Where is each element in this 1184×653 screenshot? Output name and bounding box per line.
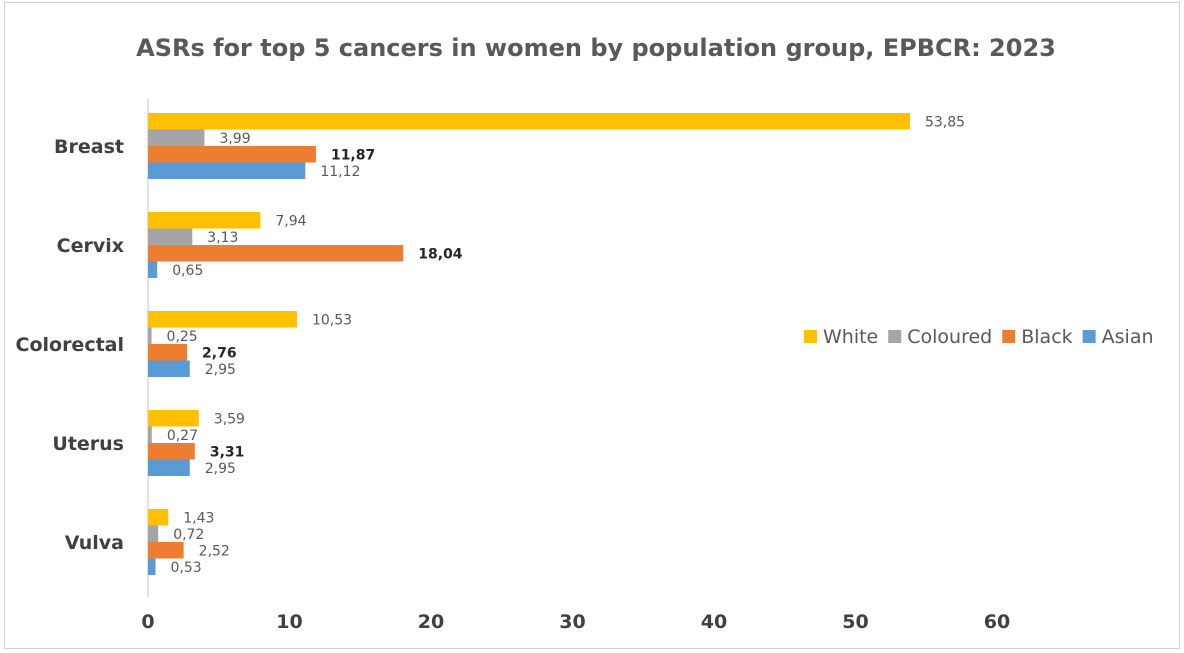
bar-cervix-white — [148, 212, 261, 229]
category-label-cervix: Cervix — [57, 235, 124, 257]
data-label-vulva-asian: 0,53 — [170, 560, 201, 576]
x-tick-label-40: 40 — [701, 611, 727, 633]
bar-cervix-coloured — [148, 228, 193, 245]
data-label-colorectal-coloured: 0,25 — [167, 329, 198, 345]
bar-vulva-asian — [148, 558, 156, 575]
data-label-breast-asian: 11,12 — [320, 164, 360, 180]
bar-colorectal-asian — [148, 360, 190, 377]
bar-uterus-coloured — [148, 426, 152, 443]
data-label-vulva-black: 2,52 — [199, 543, 230, 559]
x-tick-label-50: 50 — [842, 611, 868, 633]
category-label-vulva: Vulva — [65, 532, 124, 554]
legend-label-white: White — [823, 326, 878, 348]
data-label-cervix-black: 18,04 — [418, 246, 463, 262]
bar-colorectal-black — [148, 344, 188, 361]
data-label-breast-black: 11,87 — [331, 147, 375, 163]
data-label-cervix-coloured: 3,13 — [207, 230, 238, 246]
legend-label-black: Black — [1021, 326, 1072, 348]
category-label-colorectal: Colorectal — [16, 334, 125, 356]
bar-breast-white — [148, 113, 910, 130]
x-tick-label-30: 30 — [559, 611, 585, 633]
data-label-breast-coloured: 3,99 — [219, 131, 250, 147]
bar-cervix-black — [148, 245, 404, 262]
legend-swatch-coloured — [888, 330, 902, 343]
legend-swatch-black — [1002, 330, 1016, 343]
legend-swatch-white — [804, 330, 817, 343]
data-label-colorectal-white: 10,53 — [312, 312, 352, 328]
bar-breast-asian — [148, 162, 306, 179]
data-label-uterus-asian: 2,95 — [205, 461, 236, 477]
bar-uterus-asian — [148, 459, 190, 476]
data-label-colorectal-asian: 2,95 — [205, 362, 236, 378]
x-tick-label-60: 60 — [984, 611, 1010, 633]
data-label-uterus-black: 3,31 — [210, 444, 245, 460]
bar-cervix-asian — [148, 261, 158, 278]
category-label-uterus: Uterus — [52, 433, 124, 455]
data-label-cervix-asian: 0,65 — [172, 263, 203, 279]
bar-uterus-white — [148, 410, 199, 427]
data-label-breast-white: 53,85 — [925, 114, 965, 130]
bar-vulva-coloured — [148, 525, 159, 542]
x-tick-label-20: 20 — [418, 611, 444, 633]
category-label-breast: Breast — [54, 136, 124, 158]
data-label-uterus-coloured: 0,27 — [167, 428, 198, 444]
data-label-uterus-white: 3,59 — [214, 411, 245, 427]
x-tick-label-10: 10 — [276, 611, 302, 633]
bar-vulva-white — [148, 509, 169, 526]
data-label-vulva-white: 1,43 — [183, 510, 214, 526]
bar-breast-black — [148, 146, 316, 163]
bar-colorectal-white — [148, 311, 297, 328]
data-label-cervix-white: 7,94 — [275, 213, 306, 229]
legend-label-coloured: Coloured — [907, 326, 992, 348]
bar-breast-coloured — [148, 129, 205, 146]
legend-label-asian: Asian — [1102, 326, 1154, 348]
data-label-vulva-coloured: 0,72 — [173, 527, 204, 543]
legend-swatch-asian — [1082, 330, 1096, 343]
bar-uterus-black — [148, 443, 195, 460]
chart-title: ASRs for top 5 cancers in women by popul… — [136, 34, 1056, 62]
x-tick-label-0: 0 — [141, 611, 154, 633]
bar-colorectal-coloured — [148, 327, 152, 344]
legend: White Coloured Black Asian — [804, 326, 1154, 348]
bar-vulva-black — [148, 542, 184, 559]
data-label-colorectal-black: 2,76 — [202, 345, 237, 361]
